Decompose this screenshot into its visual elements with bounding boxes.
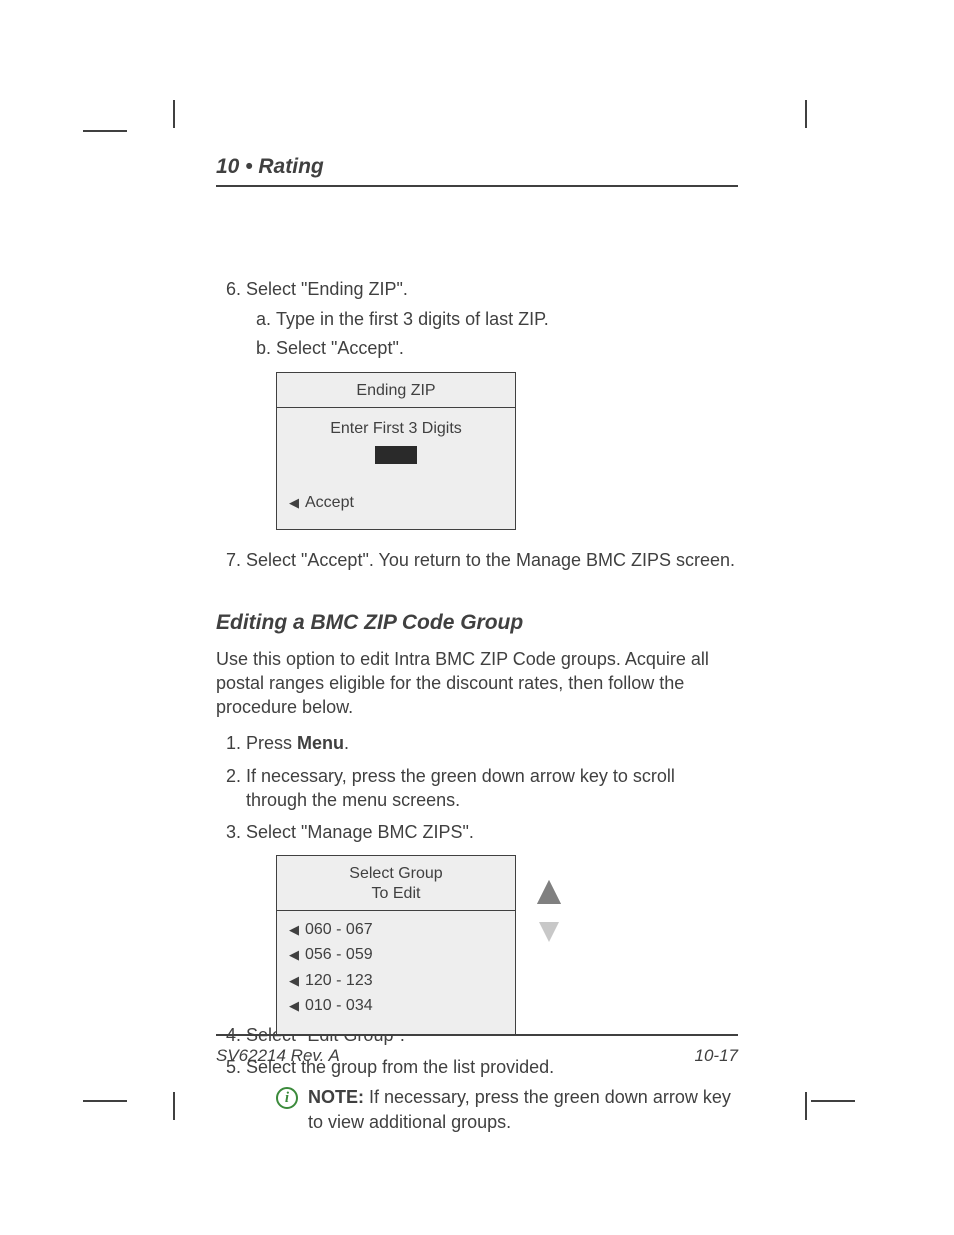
footer-left: SV62214 Rev. A: [216, 1046, 340, 1066]
scroll-up-icon: [536, 877, 562, 907]
ending-zip-field: [375, 446, 417, 464]
ending-zip-title: Ending ZIP: [277, 373, 515, 408]
note: i NOTE: If necessary, press the green do…: [276, 1085, 738, 1134]
edit-step-5: Select the group from the list provided.…: [246, 1055, 738, 1134]
menu-button-label: Menu: [297, 733, 344, 753]
step-6-substeps: Type in the first 3 digits of last ZIP. …: [246, 307, 738, 360]
chapter-number: 10: [216, 155, 239, 178]
chapter-header: 10 • Rating: [216, 154, 738, 187]
note-label: NOTE:: [308, 1087, 364, 1107]
note-body: If necessary, press the green down arrow…: [308, 1087, 731, 1131]
page-footer: SV62214 Rev. A 10-17: [216, 1034, 738, 1066]
group-option: ◀ 060 - 067: [287, 917, 505, 943]
select-group-screen: Select Group To Edit ◀ 060 - 067 ◀ 056 - 0…: [276, 855, 516, 1036]
group-option-label: 120 - 123: [305, 972, 373, 989]
info-icon: i: [276, 1087, 298, 1109]
edit-step-3-text: Select "Manage BMC ZIPS".: [246, 822, 474, 842]
ending-zip-accept-label: Accept: [305, 494, 354, 511]
edit-step-1-post: .: [344, 733, 349, 753]
scroll-down-icon: [536, 917, 562, 947]
step-7: Select "Accept". You return to the Manag…: [246, 548, 738, 572]
edit-step-2: If necessary, press the green down arrow…: [246, 764, 738, 813]
left-triangle-icon: ◀: [289, 997, 299, 1015]
left-triangle-icon: ◀: [289, 494, 299, 512]
edit-step-1-pre: Press: [246, 733, 297, 753]
footer-right: 10-17: [695, 1046, 738, 1066]
step-6b: Select "Accept".: [276, 336, 738, 360]
ending-zip-screen: Ending ZIP Enter First 3 Digits ◀ Accept: [276, 372, 516, 530]
section-edit-heading: Editing a BMC ZIP Code Group: [216, 611, 738, 635]
left-triangle-icon: ◀: [289, 972, 299, 990]
group-option: ◀ 010 - 034: [287, 993, 505, 1019]
edit-step-1: Press Menu.: [246, 731, 738, 755]
chapter-title: Rating: [258, 155, 323, 178]
select-group-title: Select Group To Edit: [277, 856, 515, 911]
group-option-label: 010 - 034: [305, 997, 373, 1014]
select-group-title-l2: To Edit: [372, 885, 421, 902]
step-6-text: Select "Ending ZIP".: [246, 279, 408, 299]
group-option: ◀ 120 - 123: [287, 968, 505, 994]
ending-zip-prompt: Enter First 3 Digits: [287, 418, 505, 440]
section-edit-intro: Use this option to edit Intra BMC ZIP Co…: [216, 647, 738, 720]
group-option-label: 056 - 059: [305, 946, 373, 963]
left-triangle-icon: ◀: [289, 946, 299, 964]
group-option: ◀ 056 - 059: [287, 942, 505, 968]
group-option-label: 060 - 067: [305, 921, 373, 938]
page-content: 10 • Rating Select "Ending ZIP". Type in…: [216, 154, 738, 1142]
note-text: NOTE: If necessary, press the green down…: [308, 1085, 738, 1134]
select-group-title-l1: Select Group: [349, 865, 442, 882]
edit-steps: Press Menu. If necessary, press the gree…: [216, 731, 738, 1133]
chapter-sep: •: [239, 155, 258, 178]
step-6: Select "Ending ZIP". Type in the first 3…: [246, 277, 738, 530]
edit-step-3: Select "Manage BMC ZIPS". Select Group T…: [246, 820, 738, 1004]
select-group-wrap: Select Group To Edit ◀ 060 - 067 ◀ 056 - 0…: [276, 855, 738, 1005]
ending-zip-accept-option: ◀ Accept: [287, 490, 505, 516]
steps-continued: Select "Ending ZIP". Type in the first 3…: [216, 277, 738, 572]
step-6a: Type in the first 3 digits of last ZIP.: [276, 307, 738, 331]
left-triangle-icon: ◀: [289, 921, 299, 939]
